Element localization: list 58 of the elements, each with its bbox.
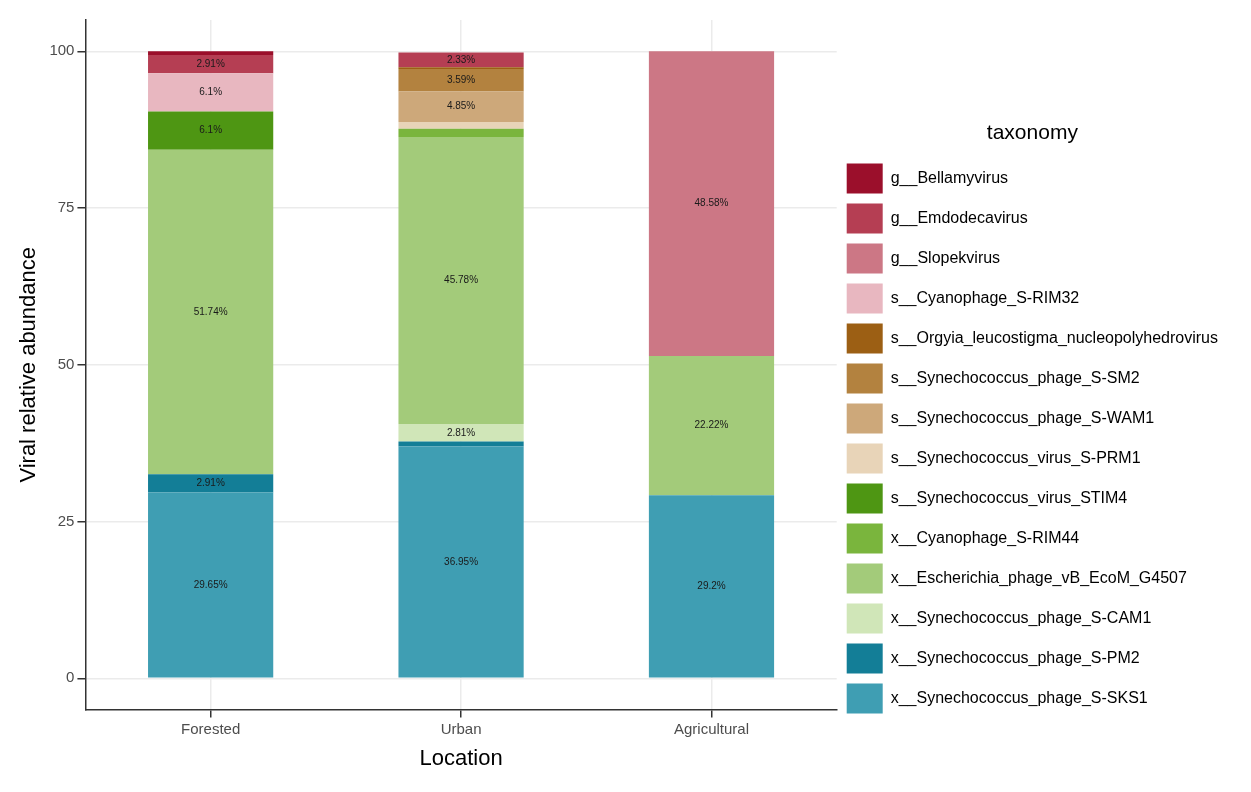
legend-label: s__Synechococcus_virus_STIM4	[890, 489, 1128, 508]
legend-label: g__Slopekvirus	[890, 249, 1001, 268]
bar	[148, 474, 274, 493]
bar	[148, 492, 274, 678]
x-tick-label: Forested	[181, 719, 241, 737]
bar	[648, 355, 775, 496]
bar	[648, 51, 775, 356]
legend-label: g__Emdodecavirus	[890, 209, 1028, 228]
bar	[398, 91, 524, 122]
legend-label: s__Orgyia_leucostigma_nucleopolyhedrovirus	[890, 329, 1218, 348]
bar	[148, 51, 274, 56]
x-tick-label: Agricultural	[673, 719, 750, 737]
bar	[398, 446, 524, 678]
data-label: 4.85%	[446, 100, 476, 112]
data-label: 45.78%	[444, 274, 479, 286]
bar	[398, 441, 524, 447]
data-label: 6.1%	[199, 124, 223, 136]
bar	[148, 149, 274, 475]
y-tick-label: 75	[57, 198, 75, 216]
legend-label: x__Synechococcus_phage_S-CAM1	[890, 609, 1152, 628]
y-axis-title: Viral relative abundance	[15, 246, 41, 483]
legend-label: s__Synechococcus_phage_S-SM2	[890, 369, 1140, 388]
legend-label: s__Synechococcus_virus_S-PRM1	[890, 449, 1141, 468]
legend-label: g__Bellamyvirus	[890, 169, 1009, 188]
data-label: 2.91%	[196, 57, 225, 69]
data-label: 29.2%	[697, 580, 726, 592]
bar	[398, 128, 524, 137]
y-tick-label: 50	[57, 354, 75, 372]
y-tick-label: 0	[66, 668, 75, 686]
y-tick-label: 100	[49, 41, 75, 59]
data-label: 2.33%	[446, 53, 476, 65]
bar	[148, 111, 274, 150]
bar	[148, 73, 274, 112]
y-tick-label: 25	[57, 511, 75, 529]
legend-label: x__Escherichia_phage_vB_EcoM_G4507	[890, 569, 1187, 588]
legend-label: x__Synechococcus_phage_S-PM2	[890, 649, 1140, 668]
x-axis-title: Location	[419, 744, 503, 770]
bar	[148, 55, 274, 74]
data-label: 29.65%	[193, 578, 228, 590]
data-label: 22.22%	[694, 419, 729, 431]
bar	[398, 423, 524, 442]
bar	[398, 136, 524, 424]
bar	[648, 495, 775, 678]
data-label: 51.74%	[193, 305, 228, 317]
legend-label: s__Synechococcus_phage_S-WAM1	[890, 409, 1155, 428]
legend-label: s__Cyanophage_S-RIM32	[890, 289, 1080, 308]
legend-title: taxonomy	[986, 119, 1079, 143]
legend-label: x__Synechococcus_phage_S-SKS1	[890, 689, 1148, 708]
data-label: 48.58%	[694, 197, 729, 209]
bar	[398, 121, 524, 129]
x-tick-label: Urban	[440, 719, 482, 737]
legend-label: x__Cyanophage_S-RIM44	[890, 529, 1080, 548]
data-label: 2.91%	[196, 477, 225, 488]
bar	[398, 69, 524, 92]
data-label: 6.1%	[199, 86, 223, 98]
data-label: 3.59%	[446, 74, 476, 86]
data-label: 36.95%	[444, 555, 479, 567]
data-label: 2.81%	[446, 426, 476, 438]
